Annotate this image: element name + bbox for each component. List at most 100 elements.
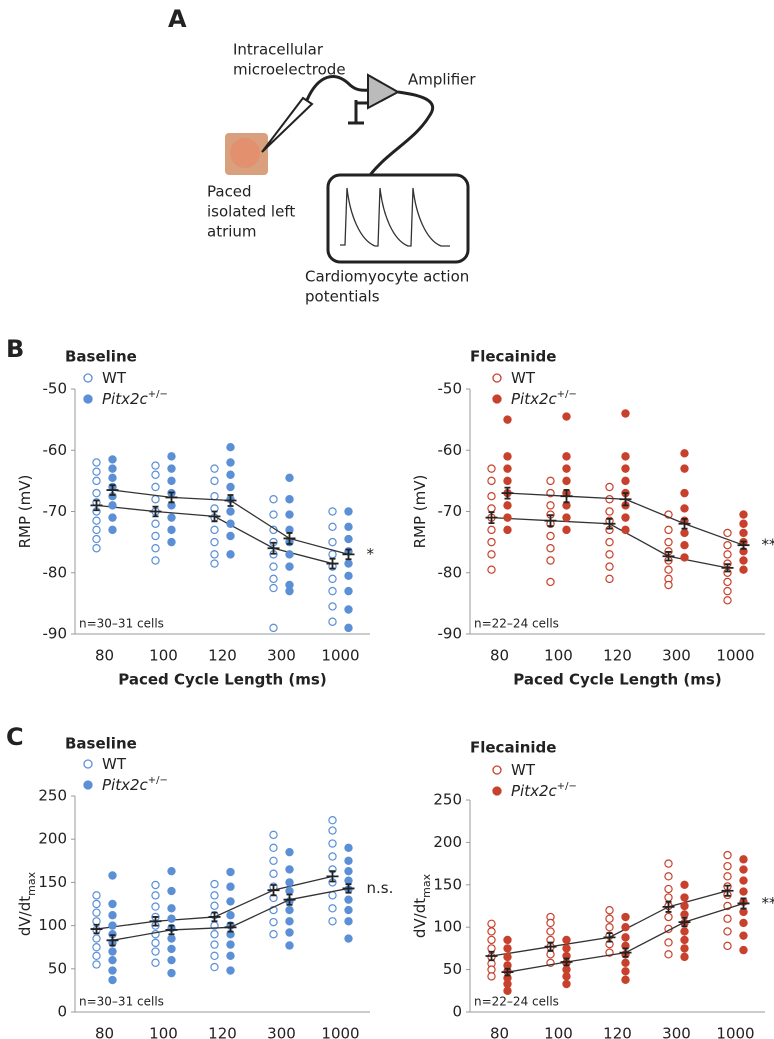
data-point (108, 513, 117, 522)
x-tick-label: 1000 (321, 647, 359, 665)
data-point (226, 882, 235, 891)
x-tick-label: 300 (662, 647, 691, 665)
data-point (344, 876, 353, 885)
mean-error-bar (224, 922, 237, 933)
mean-error-bar (678, 916, 691, 928)
y-axis-label: RMP (mV) (16, 475, 34, 549)
data-point (92, 516, 101, 525)
data-point (210, 559, 219, 568)
data-point (605, 562, 614, 571)
data-point (151, 880, 160, 890)
data-point (680, 528, 689, 538)
data-point (151, 947, 160, 956)
annotation: n=30–31 cells (79, 617, 164, 631)
mean-error-bar (267, 884, 280, 897)
data-point (344, 856, 353, 866)
data-point (328, 507, 337, 516)
data-point (285, 550, 294, 559)
wire (368, 90, 434, 176)
data-point (108, 947, 117, 956)
legend-entry: WT (511, 761, 536, 779)
data-point (285, 586, 294, 596)
data-point (151, 531, 160, 541)
data-point (664, 859, 673, 868)
data-point (344, 534, 353, 544)
data-point (344, 586, 353, 596)
y-tick-label: -90 (438, 625, 463, 643)
legend-entry: Pitx2c+/− (102, 389, 168, 408)
data-point (167, 525, 176, 535)
data-point (226, 482, 235, 492)
data-point (562, 412, 571, 421)
data-point (344, 895, 353, 904)
data-point (680, 464, 689, 473)
data-point (739, 931, 748, 940)
data-point (226, 951, 235, 961)
legend-marker (492, 373, 502, 383)
data-point (210, 525, 219, 535)
data-point (562, 525, 571, 535)
x-tick-label: 300 (267, 647, 296, 665)
y-axis-label-sub: max (420, 873, 433, 897)
y-tick-label: -80 (43, 563, 68, 581)
data-point (226, 867, 235, 877)
legend-entry: Pitx2c+/− (511, 781, 577, 800)
x-tick-label: 100 (544, 1025, 573, 1039)
data-point (210, 940, 219, 949)
data-point (680, 488, 689, 498)
data-point (226, 940, 235, 949)
data-point (92, 934, 101, 943)
mean-error-bar (662, 900, 675, 913)
significance: *** (762, 536, 774, 554)
data-point (344, 866, 353, 876)
data-point (723, 872, 732, 881)
legend-marker (83, 759, 93, 769)
data-point (328, 826, 337, 835)
data-point (269, 830, 278, 840)
data-point (151, 556, 160, 565)
data-point (167, 934, 176, 943)
data-point (226, 458, 235, 467)
legend-marker (83, 373, 93, 383)
legend-name: Pitx2c (102, 776, 149, 794)
y-tick-label: -70 (438, 502, 463, 520)
legend-marker (83, 780, 93, 790)
legend-marker (83, 394, 93, 404)
legend-name: WT (102, 755, 127, 773)
data-point (664, 565, 673, 574)
y-axis-label-main: dV/dt (16, 896, 34, 936)
mean-error-bar (721, 563, 734, 573)
data-point (605, 507, 614, 516)
data-point (269, 869, 278, 878)
data-point (269, 574, 278, 584)
data-point (503, 464, 512, 473)
mean-error-bar (662, 551, 675, 562)
mean-error-bar (342, 548, 355, 561)
panel-label: B (6, 335, 24, 363)
data-point (226, 507, 235, 516)
data-point (328, 815, 337, 825)
legend-name: Pitx2c (102, 390, 149, 408)
y-tick-label: -50 (438, 380, 463, 398)
mean-error-bar (106, 934, 119, 947)
annotation: n=22–24 cells (474, 995, 559, 1009)
data-point (503, 513, 512, 522)
mean-error-bar (326, 557, 339, 570)
data-point (605, 914, 614, 923)
data-point (344, 934, 353, 943)
data-point (328, 852, 337, 861)
y-tick-label: 250 (38, 787, 67, 805)
data-point (92, 899, 101, 909)
mean-error-bar (721, 884, 734, 897)
y-tick-label: -50 (43, 380, 68, 398)
data-point (503, 525, 512, 535)
chart-title: Flecainide (470, 348, 556, 366)
data-point (151, 461, 160, 470)
data-point (680, 553, 689, 562)
data-point (723, 861, 732, 871)
tissue-label: atrium (207, 223, 257, 241)
data-point (503, 501, 512, 510)
mean-error-bar (208, 510, 221, 523)
data-point (151, 891, 160, 900)
legend-marker (492, 765, 502, 775)
